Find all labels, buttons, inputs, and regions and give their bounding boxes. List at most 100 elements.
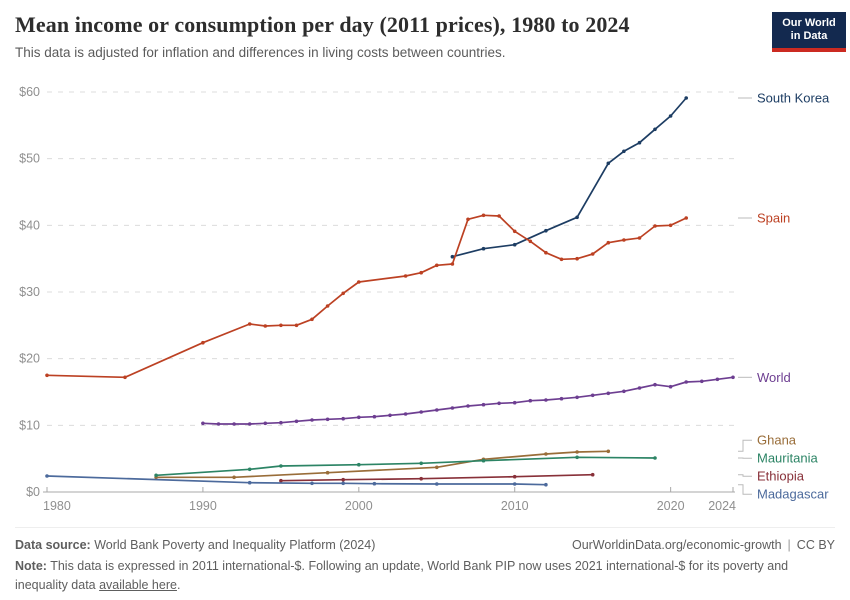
data-point-world[interactable]	[497, 401, 501, 406]
series-label-south-korea[interactable]: South Korea	[757, 91, 830, 106]
data-point-madagascar[interactable]	[341, 481, 346, 486]
data-point-spain[interactable]	[559, 257, 564, 262]
line-series-spain[interactable]	[46, 214, 687, 379]
data-point-mauritania[interactable]	[653, 456, 657, 460]
data-point-world[interactable]	[653, 382, 657, 387]
data-point-spain[interactable]	[544, 250, 548, 255]
data-point-world[interactable]	[637, 386, 642, 390]
data-point-spain[interactable]	[279, 323, 283, 328]
data-point-mauritania[interactable]	[481, 458, 486, 463]
note-link[interactable]: available here	[99, 577, 177, 592]
data-point-spain[interactable]	[45, 373, 49, 378]
series-label-madagascar[interactable]: Madagascar	[757, 487, 829, 502]
data-point-spain[interactable]	[481, 213, 486, 218]
data-point-world[interactable]	[435, 408, 439, 412]
data-point-spain[interactable]	[668, 223, 673, 228]
data-point-ethiopia[interactable]	[590, 472, 595, 477]
data-point-world[interactable]	[590, 393, 595, 398]
data-point-spain[interactable]	[201, 340, 205, 345]
data-point-madagascar[interactable]	[544, 482, 548, 487]
data-point-ghana[interactable]	[606, 449, 611, 454]
data-point-ghana[interactable]	[325, 470, 330, 475]
data-point-spain[interactable]	[403, 274, 408, 278]
data-point-south-korea[interactable]	[637, 140, 642, 145]
data-point-spain[interactable]	[357, 280, 361, 284]
data-point-spain[interactable]	[294, 323, 299, 328]
series-label-ghana[interactable]: Ghana	[757, 433, 797, 448]
data-point-mauritania[interactable]	[154, 473, 158, 478]
data-point-world[interactable]	[372, 414, 377, 419]
data-point-world[interactable]	[419, 410, 424, 414]
series-label-ethiopia[interactable]: Ethiopia	[757, 469, 805, 484]
data-point-world[interactable]	[403, 412, 408, 416]
data-point-south-korea[interactable]	[544, 228, 548, 233]
data-point-world[interactable]	[232, 422, 236, 426]
data-point-ethiopia[interactable]	[279, 478, 283, 483]
data-point-world[interactable]	[684, 380, 688, 384]
data-point-world[interactable]	[700, 379, 704, 384]
data-point-south-korea[interactable]	[653, 127, 657, 132]
data-point-spain[interactable]	[528, 239, 533, 244]
data-point-south-korea[interactable]	[481, 246, 486, 251]
data-point-world[interactable]	[544, 398, 548, 402]
data-point-south-korea[interactable]	[450, 254, 455, 259]
data-point-madagascar[interactable]	[247, 480, 252, 485]
data-point-world[interactable]	[325, 417, 330, 422]
data-point-spain[interactable]	[575, 256, 579, 261]
data-point-world[interactable]	[357, 415, 361, 420]
data-point-world[interactable]	[559, 396, 564, 401]
data-point-spain[interactable]	[637, 236, 642, 240]
data-point-world[interactable]	[388, 413, 392, 418]
data-point-spain[interactable]	[622, 238, 626, 242]
data-point-world[interactable]	[466, 404, 470, 408]
data-point-ethiopia[interactable]	[419, 476, 424, 481]
data-point-world[interactable]	[622, 389, 626, 394]
data-point-world[interactable]	[310, 418, 314, 422]
data-point-mauritania[interactable]	[419, 461, 424, 466]
data-point-madagascar[interactable]	[435, 482, 439, 486]
data-point-spain[interactable]	[606, 240, 611, 245]
data-point-world[interactable]	[247, 422, 252, 426]
line-series-madagascar[interactable]	[46, 475, 546, 486]
data-point-world[interactable]	[715, 377, 720, 382]
data-point-world[interactable]	[279, 420, 283, 425]
data-point-world[interactable]	[606, 391, 611, 396]
data-point-madagascar[interactable]	[310, 481, 314, 486]
data-point-south-korea[interactable]	[684, 96, 688, 100]
data-point-spain[interactable]	[310, 317, 314, 322]
data-point-madagascar[interactable]	[512, 482, 517, 486]
data-point-spain[interactable]	[590, 252, 595, 256]
data-point-madagascar[interactable]	[372, 481, 377, 486]
data-point-mauritania[interactable]	[575, 455, 579, 460]
data-point-spain[interactable]	[450, 262, 455, 266]
data-point-south-korea[interactable]	[622, 149, 626, 154]
data-point-world[interactable]	[341, 416, 346, 421]
data-point-ghana[interactable]	[232, 475, 236, 480]
data-point-ethiopia[interactable]	[341, 477, 346, 482]
data-point-spain[interactable]	[325, 304, 330, 308]
data-point-world[interactable]	[294, 419, 299, 424]
data-point-south-korea[interactable]	[606, 161, 611, 166]
line-series-mauritania[interactable]	[156, 456, 656, 477]
data-point-world[interactable]	[263, 421, 268, 426]
series-label-world[interactable]: World	[757, 370, 791, 385]
data-point-mauritania[interactable]	[279, 464, 283, 468]
data-point-spain[interactable]	[123, 375, 127, 380]
data-point-spain[interactable]	[419, 270, 424, 275]
data-point-world[interactable]	[201, 421, 205, 426]
data-point-south-korea[interactable]	[512, 242, 517, 247]
data-point-ghana[interactable]	[575, 450, 579, 454]
data-point-world[interactable]	[731, 375, 735, 380]
data-point-world[interactable]	[575, 395, 579, 400]
data-point-madagascar[interactable]	[45, 474, 49, 478]
data-point-world[interactable]	[481, 402, 486, 407]
line-series-ghana[interactable]	[156, 450, 609, 479]
data-point-world[interactable]	[668, 384, 673, 389]
data-point-spain[interactable]	[341, 291, 346, 296]
data-point-mauritania[interactable]	[357, 462, 361, 467]
data-point-spain[interactable]	[435, 263, 439, 268]
data-point-spain[interactable]	[684, 216, 688, 220]
data-point-world[interactable]	[528, 398, 533, 403]
data-point-spain[interactable]	[466, 217, 470, 222]
